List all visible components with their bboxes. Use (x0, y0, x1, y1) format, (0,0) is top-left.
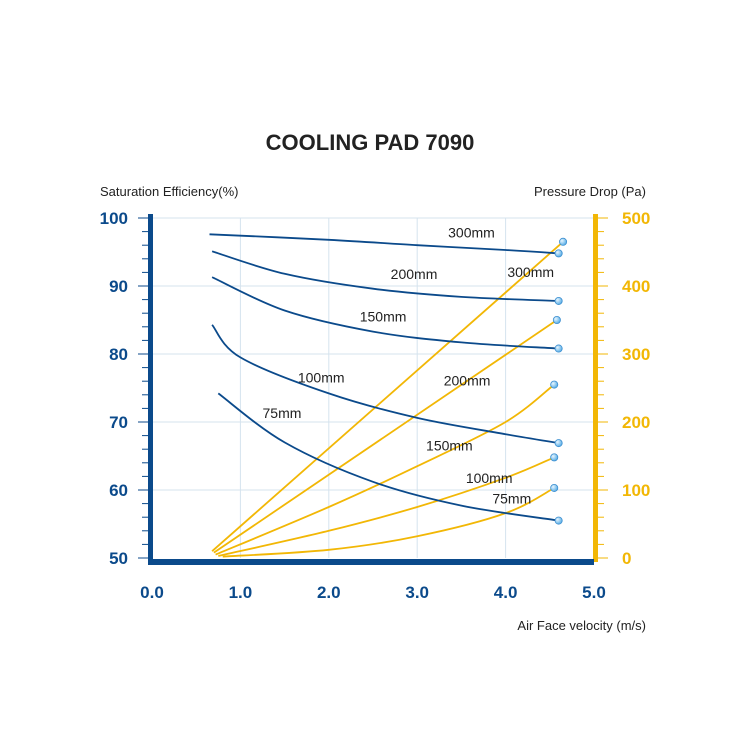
left-axis-title: Saturation Efficiency(%) (100, 184, 239, 199)
tick-labels: 50 60 70 80 90 100 0 100 200 300 400 500 0.0 1.0 2.0 3.… (100, 209, 651, 602)
efficiency-curve-200mm (211, 250, 559, 302)
pressure-curve-label: 150mm (426, 438, 473, 454)
y-tick-label-left: 90 (109, 277, 128, 296)
pressure-curve-label: 75mm (492, 491, 531, 507)
pressure-end-marker-150mm (550, 380, 559, 389)
efficiency-curve-label: 300mm (448, 225, 495, 241)
y-tick-label-right: 400 (622, 277, 650, 296)
efficiency-curves (209, 233, 559, 522)
efficiency-end-marker-200mm (554, 296, 563, 305)
y-tick-label-right: 100 (622, 481, 650, 500)
efficiency-curve-label: 200mm (391, 266, 438, 282)
pressure-end-marker-75mm (550, 483, 559, 492)
y-tick-label-left: 60 (109, 481, 128, 500)
x-tick-label: 4.0 (494, 583, 518, 602)
x-tick-label: 0.0 (140, 583, 164, 602)
x-axis-title: Air Face velocity (m/s) (517, 618, 646, 633)
pressure-curve-label: 100mm (466, 470, 513, 486)
axes (138, 214, 608, 565)
pressure-curve-100mm (218, 456, 555, 557)
pressure-end-marker-200mm (552, 315, 561, 324)
efficiency-curve-label: 150mm (360, 308, 407, 324)
right-axis-bar (593, 214, 598, 562)
x-tick-label: 5.0 (582, 583, 606, 602)
right-axis-title: Pressure Drop (Pa) (534, 184, 646, 199)
y-tick-label-left: 50 (109, 549, 128, 568)
left-axis-bar (148, 214, 153, 562)
efficiency-end-marker-75mm (554, 516, 563, 525)
y-tick-label-right: 200 (622, 413, 650, 432)
y-tick-label-right: 500 (622, 209, 650, 228)
y-tick-label-right: 0 (622, 549, 631, 568)
efficiency-curve-300mm (209, 233, 559, 255)
y-tick-label-left: 80 (109, 345, 128, 364)
efficiency-curve-label: 75mm (263, 405, 302, 421)
efficiency-curve-label: 100mm (298, 370, 345, 386)
pressure-curve-200mm (213, 319, 558, 554)
pressure-curve-label: 300mm (507, 264, 554, 280)
grid (152, 217, 594, 558)
pressure-end-marker-300mm (559, 237, 568, 246)
y-tick-label-left: 70 (109, 413, 128, 432)
pressure-curve-label: 200mm (444, 372, 491, 388)
pressure-curve-150mm (215, 383, 555, 556)
efficiency-end-marker-100mm (554, 439, 563, 448)
pressure-curves (211, 241, 564, 558)
x-tick-label: 1.0 (229, 583, 253, 602)
pressure-curve-300mm (211, 241, 564, 552)
pressure-end-marker-100mm (550, 453, 559, 462)
curve-labels: 300mm 200mm 150mm 100mm 75mm 300mm 200mm 150mm 1… (263, 225, 555, 507)
efficiency-end-marker-150mm (554, 344, 563, 353)
efficiency-end-marker-300mm (554, 249, 563, 258)
x-tick-label: 2.0 (317, 583, 341, 602)
y-tick-label-right: 300 (622, 345, 650, 364)
x-axis-bar (148, 559, 594, 565)
y-tick-label-left: 100 (100, 209, 128, 228)
chart-title: COOLING PAD 7090 (266, 130, 475, 155)
pressure-curve-75mm (222, 487, 555, 558)
efficiency-curve-100mm (211, 324, 559, 444)
efficiency-curve-75mm (217, 392, 559, 522)
end-markers (550, 237, 568, 525)
efficiency-curve-150mm (211, 276, 559, 350)
x-tick-label: 3.0 (405, 583, 429, 602)
